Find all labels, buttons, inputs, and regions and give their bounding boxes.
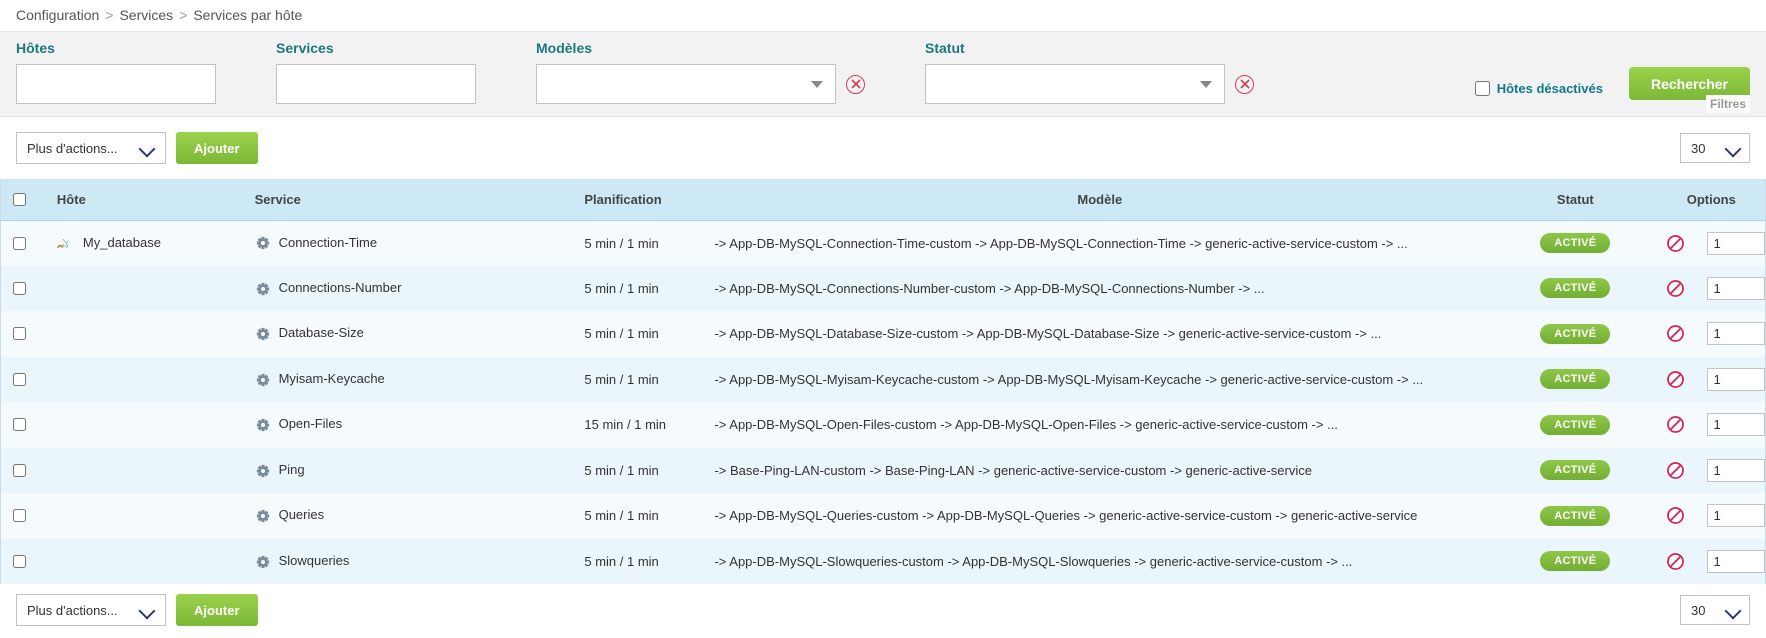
svg-text:sql: sql xyxy=(58,243,65,248)
